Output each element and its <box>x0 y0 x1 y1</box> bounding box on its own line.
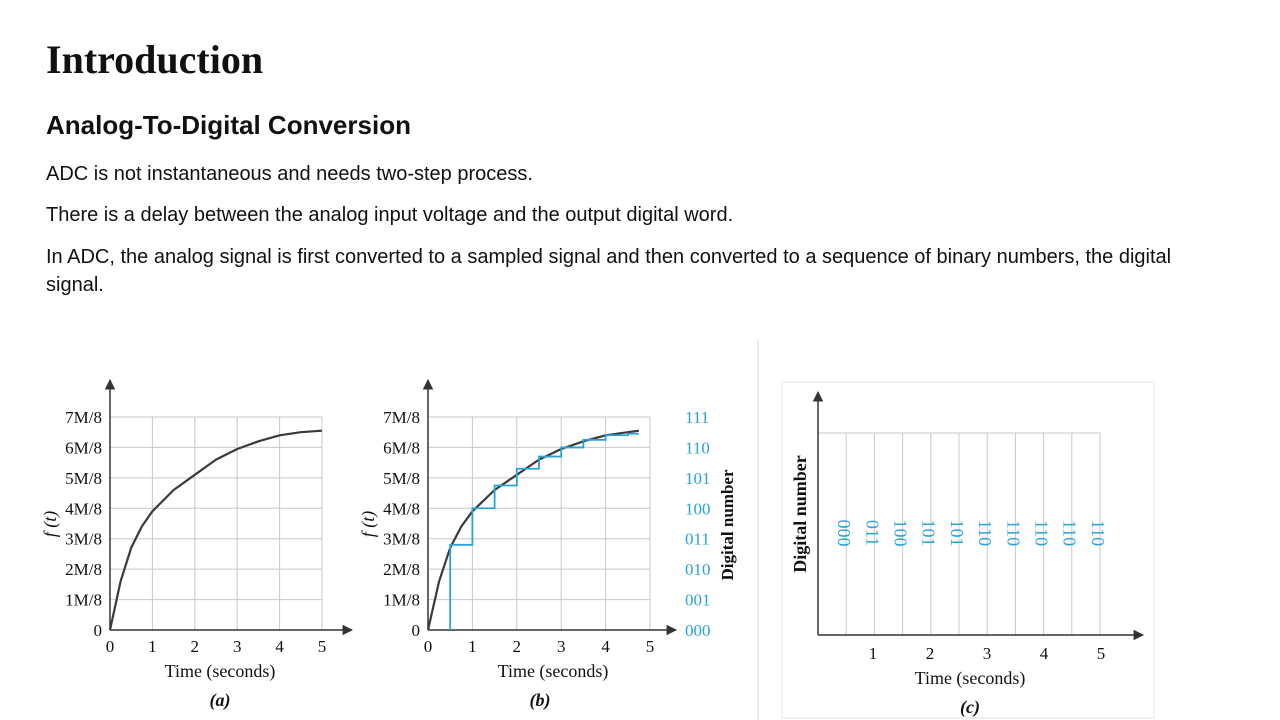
paragraph-3: In ADC, the analog signal is first conve… <box>46 246 1172 296</box>
x-axis-label-b: Time (seconds) <box>498 661 609 682</box>
x-tick-label-c: 3 <box>983 644 992 663</box>
digital-tick-label: 010 <box>685 560 711 579</box>
panel-label-b: (b) <box>530 690 551 711</box>
y-tick-label-a: 3M/8 <box>65 530 102 549</box>
slide-title: Introduction <box>46 37 264 82</box>
digital-tick-label: 001 <box>685 591 711 610</box>
x-tick-label-c: 2 <box>926 644 935 663</box>
digital-tick-label: 100 <box>685 499 711 518</box>
y-axis-label-c: Digital number <box>790 455 810 573</box>
x-tick-label-a: 1 <box>148 637 157 656</box>
y-tick-label-b: 3M/8 <box>383 530 420 549</box>
digital-value: 101 <box>947 520 967 547</box>
y-tick-label-b: 4M/8 <box>383 499 420 518</box>
x-axis-label-a: Time (seconds) <box>165 661 276 682</box>
y-tick-label-a: 6M/8 <box>65 438 102 457</box>
x-tick-label-b: 1 <box>468 637 477 656</box>
panel-c-frame <box>781 381 1155 719</box>
y-tick-label-a: 0 <box>94 621 103 640</box>
x-tick-label-a: 5 <box>318 637 327 656</box>
digital-tick-label: 000 <box>685 621 711 640</box>
y-tick-label-b: 0 <box>412 621 421 640</box>
x-tick-label-a: 3 <box>233 637 242 656</box>
digital-value: 110 <box>1088 520 1108 546</box>
digital-tick-label: 110 <box>685 438 710 457</box>
digital-tick-label: 111 <box>685 408 709 427</box>
y-tick-label-b: 2M/8 <box>383 560 420 579</box>
analog-curve-b <box>426 429 640 631</box>
x-tick-label-b: 5 <box>646 637 655 656</box>
digital-value: 110 <box>975 520 995 546</box>
x-tick-label-a: 4 <box>275 637 284 656</box>
x-tick-label-b: 0 <box>424 637 433 656</box>
digital-tick-label: 011 <box>685 530 710 549</box>
x-tick-label-a: 2 <box>191 637 200 656</box>
x-tick-label-b: 4 <box>601 637 610 656</box>
y-tick-label-b: 7M/8 <box>383 408 420 427</box>
y-tick-label-a: 7M/8 <box>65 408 102 427</box>
analog-curve-a <box>108 429 323 631</box>
y-tick-label-a: 5M/8 <box>65 469 102 488</box>
sampled-staircase-b <box>449 432 639 630</box>
digital-value: 011 <box>862 520 882 546</box>
x-tick-label-c: 1 <box>869 644 878 663</box>
y-axis-label-a: f (t) <box>40 511 61 538</box>
digital-value: 100 <box>891 520 911 547</box>
x-tick-label-b: 3 <box>557 637 566 656</box>
y-tick-label-a: 2M/8 <box>65 560 102 579</box>
x-tick-label-c: 5 <box>1097 644 1106 663</box>
panel-label-a: (a) <box>210 690 231 711</box>
x-tick-label-b: 2 <box>513 637 522 656</box>
digital-value: 110 <box>1003 520 1023 546</box>
panel-label-c: (c) <box>960 697 980 718</box>
digital-value: 000 <box>834 520 854 547</box>
y-tick-label-b: 6M/8 <box>383 438 420 457</box>
y-tick-label-b: 5M/8 <box>383 469 420 488</box>
x-tick-label-c: 4 <box>1040 644 1049 663</box>
y-tick-label-b: 1M/8 <box>383 591 420 610</box>
y2-axis-label: Digital number <box>718 469 737 580</box>
digital-tick-label: 101 <box>685 469 711 488</box>
x-axis-label-c: Time (seconds) <box>915 668 1026 689</box>
digital-value: 101 <box>919 520 939 547</box>
y-axis-label-b: f (t) <box>358 511 379 538</box>
x-tick-label-a: 0 <box>106 637 115 656</box>
digital-value: 110 <box>1032 520 1052 546</box>
paragraph-2: There is a delay between the analog inpu… <box>46 204 734 226</box>
y-tick-label-a: 4M/8 <box>65 499 102 518</box>
digital-value: 110 <box>1060 520 1080 546</box>
slide-subtitle: Analog-To-Digital Conversion <box>46 110 411 140</box>
y-tick-label-a: 1M/8 <box>65 591 102 610</box>
paragraph-1: ADC is not instantaneous and needs two-s… <box>46 163 533 185</box>
